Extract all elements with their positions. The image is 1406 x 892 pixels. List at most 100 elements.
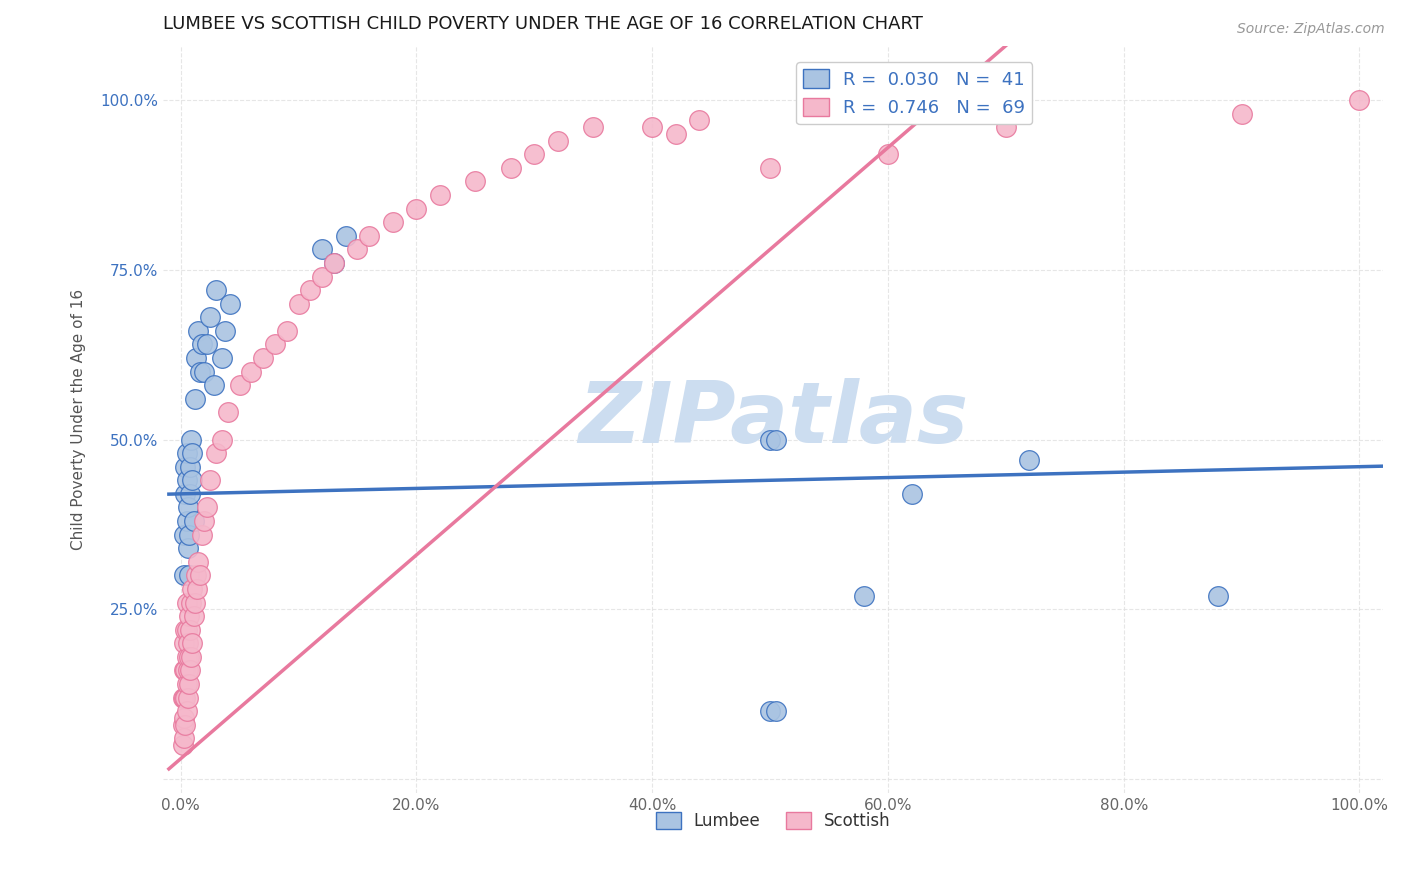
Point (174, 459, 197, 474)
Point (173, 711, 195, 725)
Point (173, 690, 195, 705)
Point (173, 636, 195, 650)
Point (184, 392, 207, 406)
Point (311, 243, 333, 257)
Point (877, 147, 900, 161)
Point (187, 555, 209, 569)
Point (205, 446, 228, 460)
Point (176, 446, 198, 460)
Point (264, 337, 287, 351)
Point (211, 433, 233, 447)
Point (193, 514, 215, 528)
Point (211, 351, 233, 365)
Point (188, 365, 211, 379)
Point (191, 337, 214, 351)
Point (183, 609, 205, 624)
Point (214, 324, 236, 338)
Point (186, 582, 208, 596)
Point (176, 595, 198, 609)
Point (176, 623, 198, 637)
Point (994, 120, 1017, 135)
Point (198, 473, 221, 487)
Point (217, 405, 239, 419)
Point (359, 228, 381, 243)
Point (346, 243, 368, 257)
Point (177, 664, 200, 678)
Point (405, 202, 427, 216)
Point (177, 527, 200, 541)
Point (179, 623, 201, 637)
Point (176, 649, 198, 664)
Point (180, 433, 202, 447)
Point (665, 127, 688, 141)
Point (176, 514, 198, 528)
Point (240, 365, 263, 379)
Point (900, 487, 922, 501)
Point (276, 324, 298, 338)
Point (179, 459, 201, 474)
Point (173, 731, 195, 746)
Point (1230, 106, 1253, 120)
Point (759, 161, 782, 175)
Point (322, 256, 344, 270)
Point (177, 568, 200, 582)
Point (195, 500, 218, 515)
Point (322, 256, 344, 270)
Point (381, 215, 404, 229)
Point (177, 609, 200, 624)
Point (853, 589, 876, 603)
Legend: Lumbee, Scottish: Lumbee, Scottish (648, 805, 897, 837)
Point (181, 582, 204, 596)
Point (191, 527, 214, 541)
Point (179, 487, 201, 501)
Point (523, 147, 546, 161)
Point (198, 310, 221, 325)
Point (177, 690, 200, 705)
Point (172, 690, 194, 705)
Point (228, 378, 250, 392)
Point (176, 704, 198, 718)
Point (174, 717, 197, 731)
Point (177, 500, 200, 515)
Point (193, 365, 215, 379)
Point (765, 704, 787, 718)
Point (177, 649, 200, 664)
Point (1206, 589, 1229, 603)
Point (202, 378, 225, 392)
Point (184, 568, 207, 582)
Point (765, 433, 787, 447)
Point (499, 161, 522, 175)
Point (173, 568, 195, 582)
Point (1018, 453, 1040, 467)
Point (174, 690, 197, 705)
Text: ZIPatlas: ZIPatlas (578, 377, 969, 460)
Point (183, 514, 205, 528)
Point (176, 473, 198, 487)
Point (547, 134, 569, 148)
Point (184, 351, 207, 365)
Point (174, 487, 197, 501)
Point (180, 595, 202, 609)
Point (1348, 93, 1371, 107)
Point (335, 228, 357, 243)
Point (181, 636, 204, 650)
Point (177, 541, 200, 556)
Point (174, 664, 197, 678)
Point (184, 595, 207, 609)
Point (219, 296, 242, 310)
Point (179, 664, 201, 678)
Text: Source: ZipAtlas.com: Source: ZipAtlas.com (1237, 22, 1385, 37)
Point (641, 120, 664, 135)
Point (174, 623, 197, 637)
Point (177, 677, 200, 691)
Point (205, 283, 228, 297)
Point (287, 296, 309, 310)
Point (176, 677, 198, 691)
Point (759, 433, 782, 447)
Point (582, 120, 605, 135)
Point (429, 188, 451, 202)
Point (172, 717, 194, 731)
Point (252, 351, 274, 365)
Point (311, 269, 333, 284)
Text: LUMBEE VS SCOTTISH CHILD POVERTY UNDER THE AGE OF 16 CORRELATION CHART: LUMBEE VS SCOTTISH CHILD POVERTY UNDER T… (163, 15, 922, 33)
